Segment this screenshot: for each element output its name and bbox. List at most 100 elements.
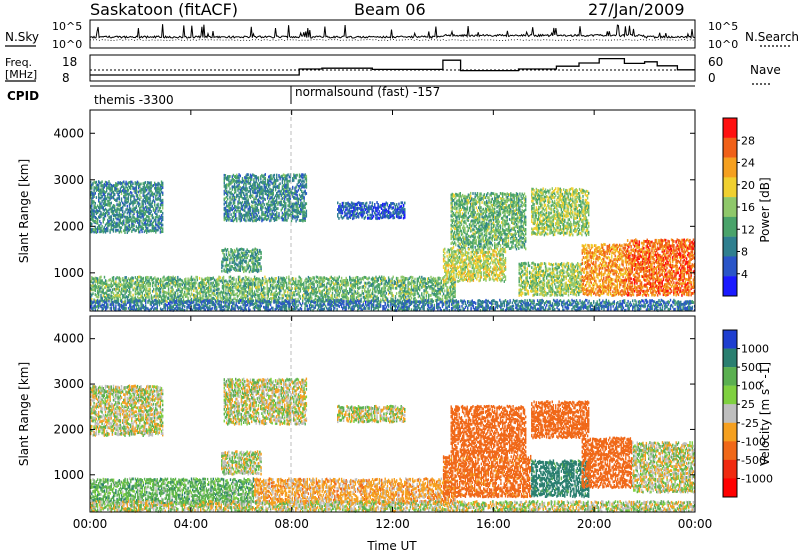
range-cell xyxy=(178,295,179,298)
range-cell xyxy=(130,291,131,294)
range-cell xyxy=(129,192,130,195)
range-cell xyxy=(430,280,431,283)
range-cell xyxy=(270,176,271,179)
range-cell xyxy=(301,283,302,286)
range-cell xyxy=(287,173,288,176)
range-cell xyxy=(145,201,146,204)
range-cell xyxy=(93,193,94,196)
range-cell xyxy=(291,219,292,222)
range-cell xyxy=(328,281,329,284)
range-cell xyxy=(128,196,129,199)
range-cell xyxy=(359,286,360,289)
range-cell xyxy=(297,205,298,208)
range-cell xyxy=(195,295,196,298)
range-cell xyxy=(155,207,156,210)
range-cell xyxy=(245,260,247,263)
range-cell xyxy=(244,216,245,219)
range-cell xyxy=(96,217,97,220)
range-cell xyxy=(339,276,340,279)
range-cell xyxy=(285,175,286,178)
superdarn-summary-plot: Saskatoon (fitACF) Beam 06 27/Jan/2009 N… xyxy=(0,0,800,554)
range-cell xyxy=(405,290,406,293)
range-cell xyxy=(265,181,266,184)
range-cell xyxy=(287,180,288,183)
range-cell xyxy=(147,186,148,189)
range-cell xyxy=(282,204,283,207)
range-cell xyxy=(145,229,146,232)
range-cell xyxy=(346,286,347,289)
range-cell xyxy=(306,192,307,195)
range-cell xyxy=(103,281,104,284)
range-cell xyxy=(91,294,92,297)
range-cell xyxy=(265,186,266,189)
range-cell xyxy=(233,207,234,210)
range-cell xyxy=(362,202,364,205)
range-cell xyxy=(373,287,374,290)
range-cell xyxy=(193,285,194,288)
range-cell xyxy=(331,276,332,279)
range-cell xyxy=(225,279,226,282)
range-cell xyxy=(328,288,329,291)
range-cell xyxy=(153,199,154,202)
range-cell xyxy=(153,196,154,199)
range-cell xyxy=(271,290,272,293)
range-cell xyxy=(397,277,398,280)
range-cell xyxy=(129,186,130,189)
range-cell xyxy=(223,253,225,256)
range-cell xyxy=(245,219,246,222)
range-cell xyxy=(254,276,255,279)
range-cell xyxy=(140,183,141,186)
range-cell xyxy=(140,284,141,287)
range-cell xyxy=(198,287,199,290)
range-cell xyxy=(155,183,156,186)
range-cell xyxy=(189,284,190,287)
range-cell xyxy=(326,283,327,286)
range-cell xyxy=(99,197,100,200)
range-cell xyxy=(259,203,260,206)
range-cell xyxy=(140,276,141,279)
range-cell xyxy=(331,287,332,290)
range-cell xyxy=(423,296,424,299)
range-cell xyxy=(124,204,125,207)
range-cell xyxy=(139,231,140,234)
range-cell xyxy=(357,276,358,279)
range-cell xyxy=(243,248,245,251)
range-cell xyxy=(336,285,337,288)
range-cell xyxy=(96,196,97,199)
range-cell xyxy=(226,200,227,203)
range-cell xyxy=(150,282,151,285)
range-cell xyxy=(331,280,332,283)
range-cell xyxy=(135,189,136,192)
range-cell xyxy=(265,173,266,176)
range-cell xyxy=(108,284,109,287)
range-cell xyxy=(133,196,134,199)
range-cell xyxy=(121,214,122,217)
range-cell xyxy=(99,201,100,204)
range-cell xyxy=(235,250,237,253)
range-cell xyxy=(401,279,402,282)
range-cell xyxy=(113,292,114,295)
range-cell xyxy=(348,282,349,285)
range-cell xyxy=(161,219,162,222)
range-cell xyxy=(151,223,152,226)
range-cell xyxy=(121,207,122,210)
range-cell xyxy=(331,283,332,286)
range-cell xyxy=(176,280,177,283)
range-cell xyxy=(285,289,286,292)
range-cell xyxy=(250,194,251,197)
range-cell xyxy=(134,287,135,290)
range-cell xyxy=(202,294,203,297)
range-cell xyxy=(320,283,321,286)
range-cell xyxy=(151,214,152,217)
range-cell xyxy=(238,289,239,292)
range-cell xyxy=(115,229,116,232)
range-cell xyxy=(299,276,300,279)
range-cell xyxy=(268,215,269,218)
nsky-trace xyxy=(90,24,695,40)
range-cell xyxy=(117,203,118,206)
range-cell xyxy=(210,277,211,280)
range-cell xyxy=(189,288,190,291)
range-cell xyxy=(288,276,289,279)
range-cell xyxy=(383,276,384,279)
range-cell xyxy=(360,294,361,297)
